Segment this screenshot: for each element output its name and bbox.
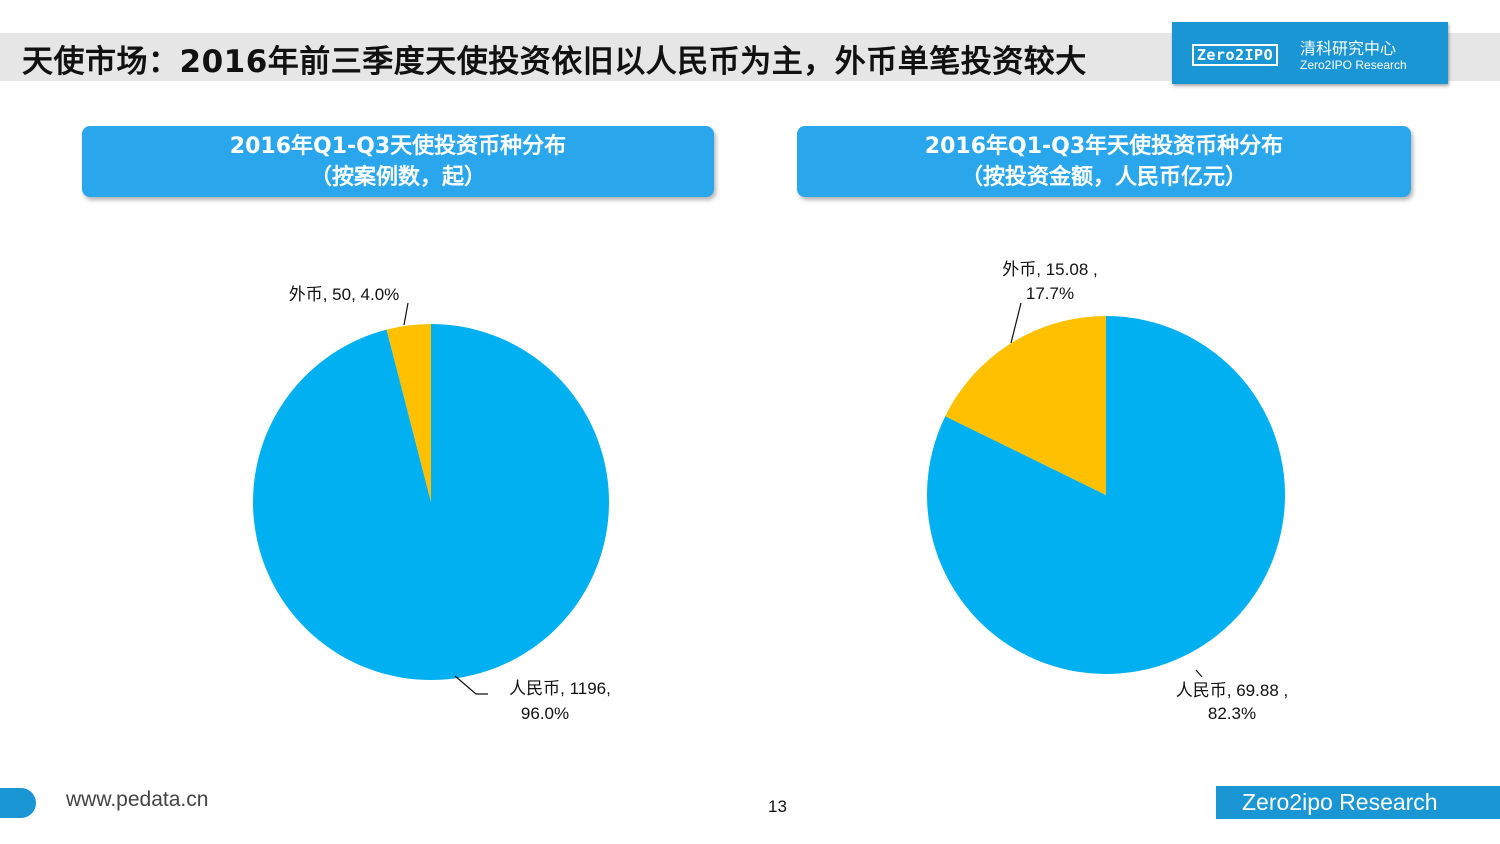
pie-0-slice-0	[253, 324, 610, 680]
pie-0-label-0: 人民币, 1196,	[509, 679, 611, 698]
pie-0-leader-0	[454, 675, 488, 695]
pie-1-slice-0	[927, 316, 1286, 674]
pie-1-leader-0	[1195, 669, 1203, 678]
chart-subtitle-right: （按投资金额，人民币亿元）	[960, 165, 1247, 190]
logo-mark: Zero2IPO	[1192, 44, 1278, 66]
pie-1-percent-0: 82.3%	[1208, 704, 1256, 723]
page-title: 天使市场：2016年前三季度天使投资依旧以人民币为主，外币单笔投资较大	[22, 44, 1087, 80]
footer-tab	[0, 788, 36, 818]
pie-1-leader-1	[1010, 302, 1022, 344]
chart-header-right: 2016年Q1-Q3年天使投资币种分布 （按投资金额，人民币亿元）	[797, 126, 1411, 197]
logo: Zero2IPO 清科研究中心 Zero2IPO Research	[1172, 22, 1448, 84]
chart-subtitle-left: （按案例数，起）	[309, 165, 486, 190]
pie-0-leader-1	[403, 302, 409, 326]
pie-0-percent-0: 96.0%	[521, 704, 569, 723]
logo-name-en: Zero2IPO Research	[1300, 58, 1407, 72]
logo-name-cn: 清科研究中心	[1300, 39, 1397, 58]
pie-1-slice-1	[945, 316, 1106, 495]
pie-0-label-1: 外币, 50, 4.0%	[289, 285, 400, 304]
chart-title-left: 2016年Q1-Q3天使投资币种分布	[229, 134, 567, 159]
footer-brand: Zero2ipo Research	[1242, 789, 1438, 815]
chart-title-right: 2016年Q1-Q3年天使投资币种分布	[924, 134, 1284, 159]
footer-brand-bar	[1216, 786, 1500, 819]
pie-1-percent-1: 17.7%	[1026, 284, 1074, 303]
pie-1-label-0: 人民币, 69.88 ,	[1176, 681, 1288, 700]
chart-header-left: 2016年Q1-Q3天使投资币种分布 （按案例数，起）	[82, 126, 714, 197]
pie-0-slice-1	[386, 324, 431, 502]
pie-1-label-1: 外币, 15.08 ,	[1002, 260, 1097, 279]
page-number: 13	[768, 797, 787, 816]
footer-url[interactable]: www.pedata.cn	[66, 788, 209, 811]
